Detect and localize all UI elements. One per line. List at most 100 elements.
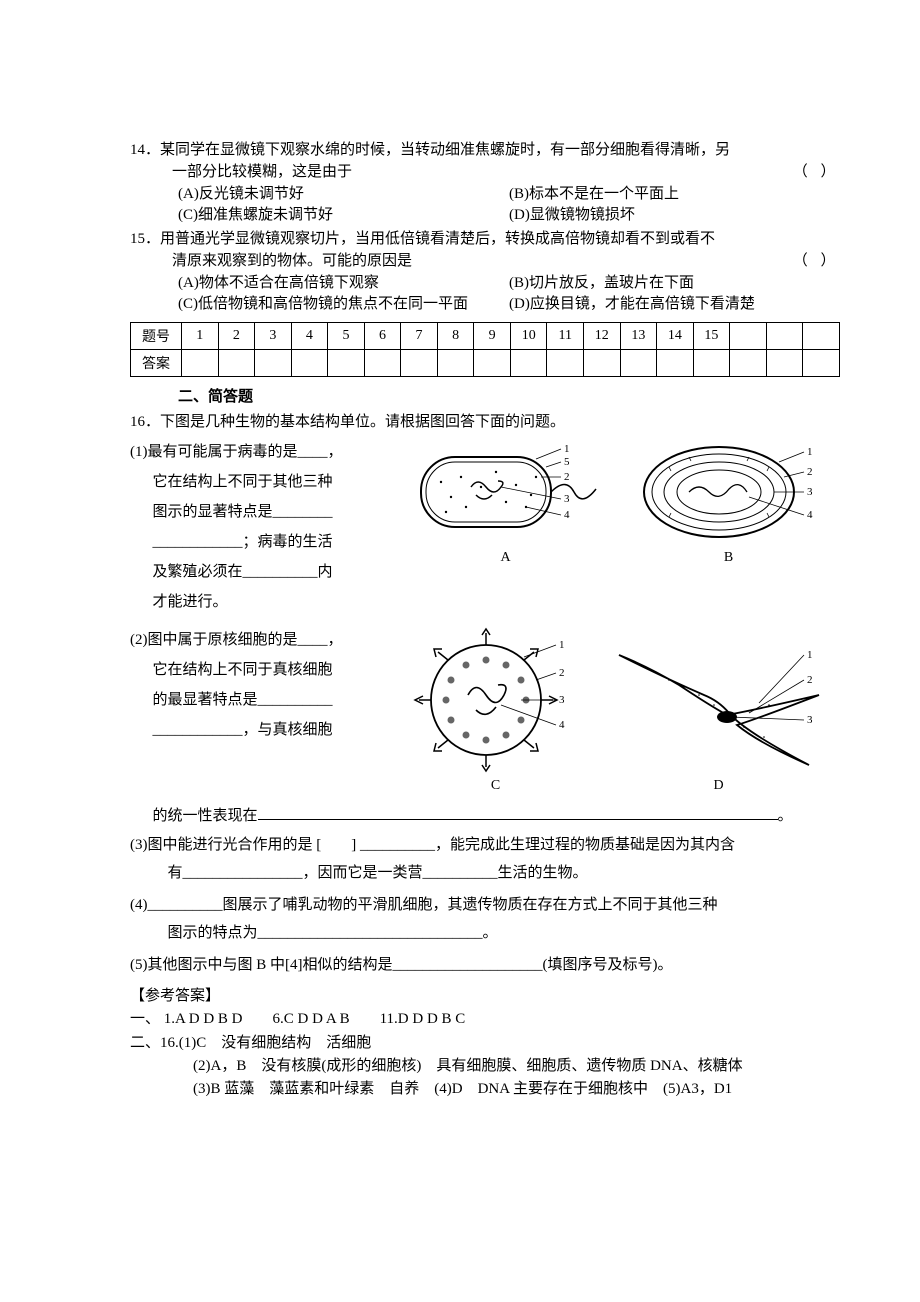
section-2-heading: 二、简答题 — [130, 385, 840, 406]
q15-stem-l2: 清原来观察到的物体。可能的原因是 — [172, 253, 412, 269]
ans-l4: (3)B 蓝藻 藻蓝素和叶绿素 自养 (4)D DNA 主要存在于细胞核中 (5… — [130, 1078, 840, 1101]
svg-text:4: 4 — [559, 719, 565, 731]
t: (3)图中能进行光合作用的是 [ ] __________，能完成此生理过程的物… — [130, 837, 735, 853]
row1-label: 题号 — [131, 323, 182, 350]
cell — [766, 323, 803, 350]
cell: 14 — [657, 323, 694, 350]
q14-options: (A)反光镜未调节好 (C)细准焦螺旋未调节好 (B)标本不是在一个平面上 (D… — [130, 184, 840, 228]
q15-optD: (D)应换目镜，才能在高倍镜下看清楚 — [509, 294, 840, 316]
cell: 2 — [218, 323, 255, 350]
answers-block: 【参考答案】 一、 1.A D D B D 6.C D D A B 11.D D… — [130, 985, 840, 1101]
cell — [803, 323, 840, 350]
q16-4: (4)__________图展示了哺乳动物的平滑肌细胞，其遗传物质在存在方式上不… — [130, 891, 840, 948]
t: 的最显著特点是__________ — [130, 685, 370, 715]
cell: 6 — [364, 323, 401, 350]
svg-text:3: 3 — [807, 486, 813, 498]
left-text-1: (1)最有可能属于病毒的是____， 它在结构上不同于其他三种 图示的显著特点是… — [130, 437, 370, 617]
t: (1)最有可能属于病毒的是____， — [130, 437, 370, 467]
svg-text:4: 4 — [807, 509, 813, 521]
t: 它在结构上不同于其他三种 — [130, 467, 370, 497]
q15-paren: （ ） — [793, 251, 840, 273]
figure-B: 1 2 3 4 B — [629, 437, 829, 566]
table-row: 答案 — [131, 350, 840, 377]
svg-text:2: 2 — [807, 674, 813, 686]
cell: 9 — [474, 323, 511, 350]
t: ____________，与真核细胞 — [130, 715, 370, 745]
q14-stem-l1: 某同学在显微镜下观察水绵的时候，当转动细准焦螺旋时，有一部分细胞看得清晰，另 — [160, 142, 730, 158]
svg-text:3: 3 — [807, 714, 813, 726]
q16-stem: 16．下图是几种生物的基本结构单位。请根据图回答下面的问题。 — [130, 410, 840, 431]
fig-label-B: B — [724, 550, 733, 566]
q15-stem-l1: 用普通光学显微镜观察切片，当用低倍镜看清楚后，转换成高倍物镜却看不到或看不 — [160, 231, 715, 247]
svg-text:3: 3 — [564, 493, 570, 505]
table-row: 题号 1 2 3 4 5 6 7 8 9 10 11 12 13 14 15 — [131, 323, 840, 350]
figure-C: 1 2 3 4 C — [406, 625, 586, 794]
ans-l1: 一、 1.A D D B D 6.C D D A B 11.D D D B C — [130, 1008, 840, 1031]
oval-cell-icon: 1 2 3 4 — [629, 437, 829, 547]
cell: 12 — [584, 323, 621, 350]
t: 图示的特点为______________________________。 — [145, 925, 498, 941]
cell: 4 — [291, 323, 328, 350]
q15-optA: (A)物体不适合在高倍镜下观察 — [178, 273, 509, 295]
cell: 15 — [693, 323, 730, 350]
t: 才能进行。 — [130, 587, 370, 617]
q15-optC: (C)低倍物镜和高倍物镜的焦点不在同一平面 — [178, 294, 509, 316]
cell: 3 — [255, 323, 292, 350]
t: (2)图中属于原核细胞的是____， — [130, 625, 370, 655]
figure-A: 1 5 2 3 4 A — [406, 437, 606, 566]
svg-text:2: 2 — [564, 471, 570, 483]
cell: 7 — [401, 323, 438, 350]
question-14: 14．某同学在显微镜下观察水绵的时候，当转动细准焦螺旋时，有一部分细胞看得清晰，… — [130, 140, 840, 227]
t: (5)其他图示中与图 B 中[4]相似的结构是_________________… — [130, 957, 672, 973]
answer-table: 题号 1 2 3 4 5 6 7 8 9 10 11 12 13 14 15 答… — [130, 322, 840, 377]
figure-area: (1)最有可能属于病毒的是____， 它在结构上不同于其他三种 图示的显著特点是… — [130, 437, 840, 831]
svg-text:5: 5 — [564, 456, 570, 468]
q16-2-tail: 的统一性表现在。 — [130, 802, 840, 831]
t: ____________；病毒的生活 — [130, 527, 370, 557]
blank — [258, 804, 778, 820]
t: 有________________，因而它是一类营__________生活的生物… — [145, 865, 588, 881]
cell: 10 — [510, 323, 547, 350]
q14-optD: (D)显微镜物镜损坏 — [509, 205, 840, 227]
svg-text:1: 1 — [807, 446, 813, 458]
svg-text:2: 2 — [559, 667, 565, 679]
fig-label-D: D — [713, 778, 723, 794]
q14-stem-l2: 一部分比较模糊，这是由于 — [172, 164, 352, 180]
q15-options: (A)物体不适合在高倍镜下观察 (C)低倍物镜和高倍物镜的焦点不在同一平面 (B… — [130, 273, 840, 317]
fig-label-A: A — [500, 550, 510, 566]
bacterium-icon: 1 5 2 3 4 — [406, 437, 606, 547]
question-15: 15．用普通光学显微镜观察切片，当用低倍镜看清楚后，转换成高倍物镜却看不到或看不… — [130, 229, 840, 316]
svg-text:2: 2 — [807, 466, 813, 478]
figure-D: 1 2 3 D — [609, 625, 829, 794]
q16-5: (5)其他图示中与图 B 中[4]相似的结构是_________________… — [130, 951, 840, 980]
virus-icon: 1 2 3 4 — [406, 625, 586, 775]
muscle-cell-icon: 1 2 3 — [609, 625, 829, 775]
q15-optB: (B)切片放反，盖玻片在下面 — [509, 273, 840, 295]
t: (4)__________图展示了哺乳动物的平滑肌细胞，其遗传物质在存在方式上不… — [130, 897, 718, 913]
answers-title: 【参考答案】 — [130, 985, 840, 1008]
t: 它在结构上不同于真核细胞 — [130, 655, 370, 685]
svg-text:1: 1 — [564, 443, 570, 455]
cell: 11 — [547, 323, 584, 350]
q14-optC: (C)细准焦螺旋未调节好 — [178, 205, 509, 227]
t: 及繁殖必须在__________内 — [130, 557, 370, 587]
t: 的统一性表现在 — [153, 808, 258, 824]
q14-number: 14． — [130, 142, 160, 158]
svg-text:1: 1 — [559, 639, 565, 651]
t: 图示的显著特点是________ — [130, 497, 370, 527]
svg-text:1: 1 — [807, 649, 813, 661]
q14-optA: (A)反光镜未调节好 — [178, 184, 509, 206]
row2-label: 答案 — [131, 350, 182, 377]
ans-l2: 二、16.(1)C 没有细胞结构 活细胞 — [130, 1032, 840, 1055]
q14-optB: (B)标本不是在一个平面上 — [509, 184, 840, 206]
fig-label-C: C — [491, 778, 500, 794]
q15-number: 15． — [130, 231, 160, 247]
q14-paren: （ ） — [793, 162, 840, 184]
left-text-2: (2)图中属于原核细胞的是____， 它在结构上不同于真核细胞 的最显著特点是_… — [130, 625, 370, 794]
cell: 1 — [182, 323, 219, 350]
q16-3: (3)图中能进行光合作用的是 [ ] __________，能完成此生理过程的物… — [130, 831, 840, 888]
cell — [730, 323, 767, 350]
cell: 13 — [620, 323, 657, 350]
cell: 8 — [437, 323, 474, 350]
svg-text:3: 3 — [559, 694, 565, 706]
